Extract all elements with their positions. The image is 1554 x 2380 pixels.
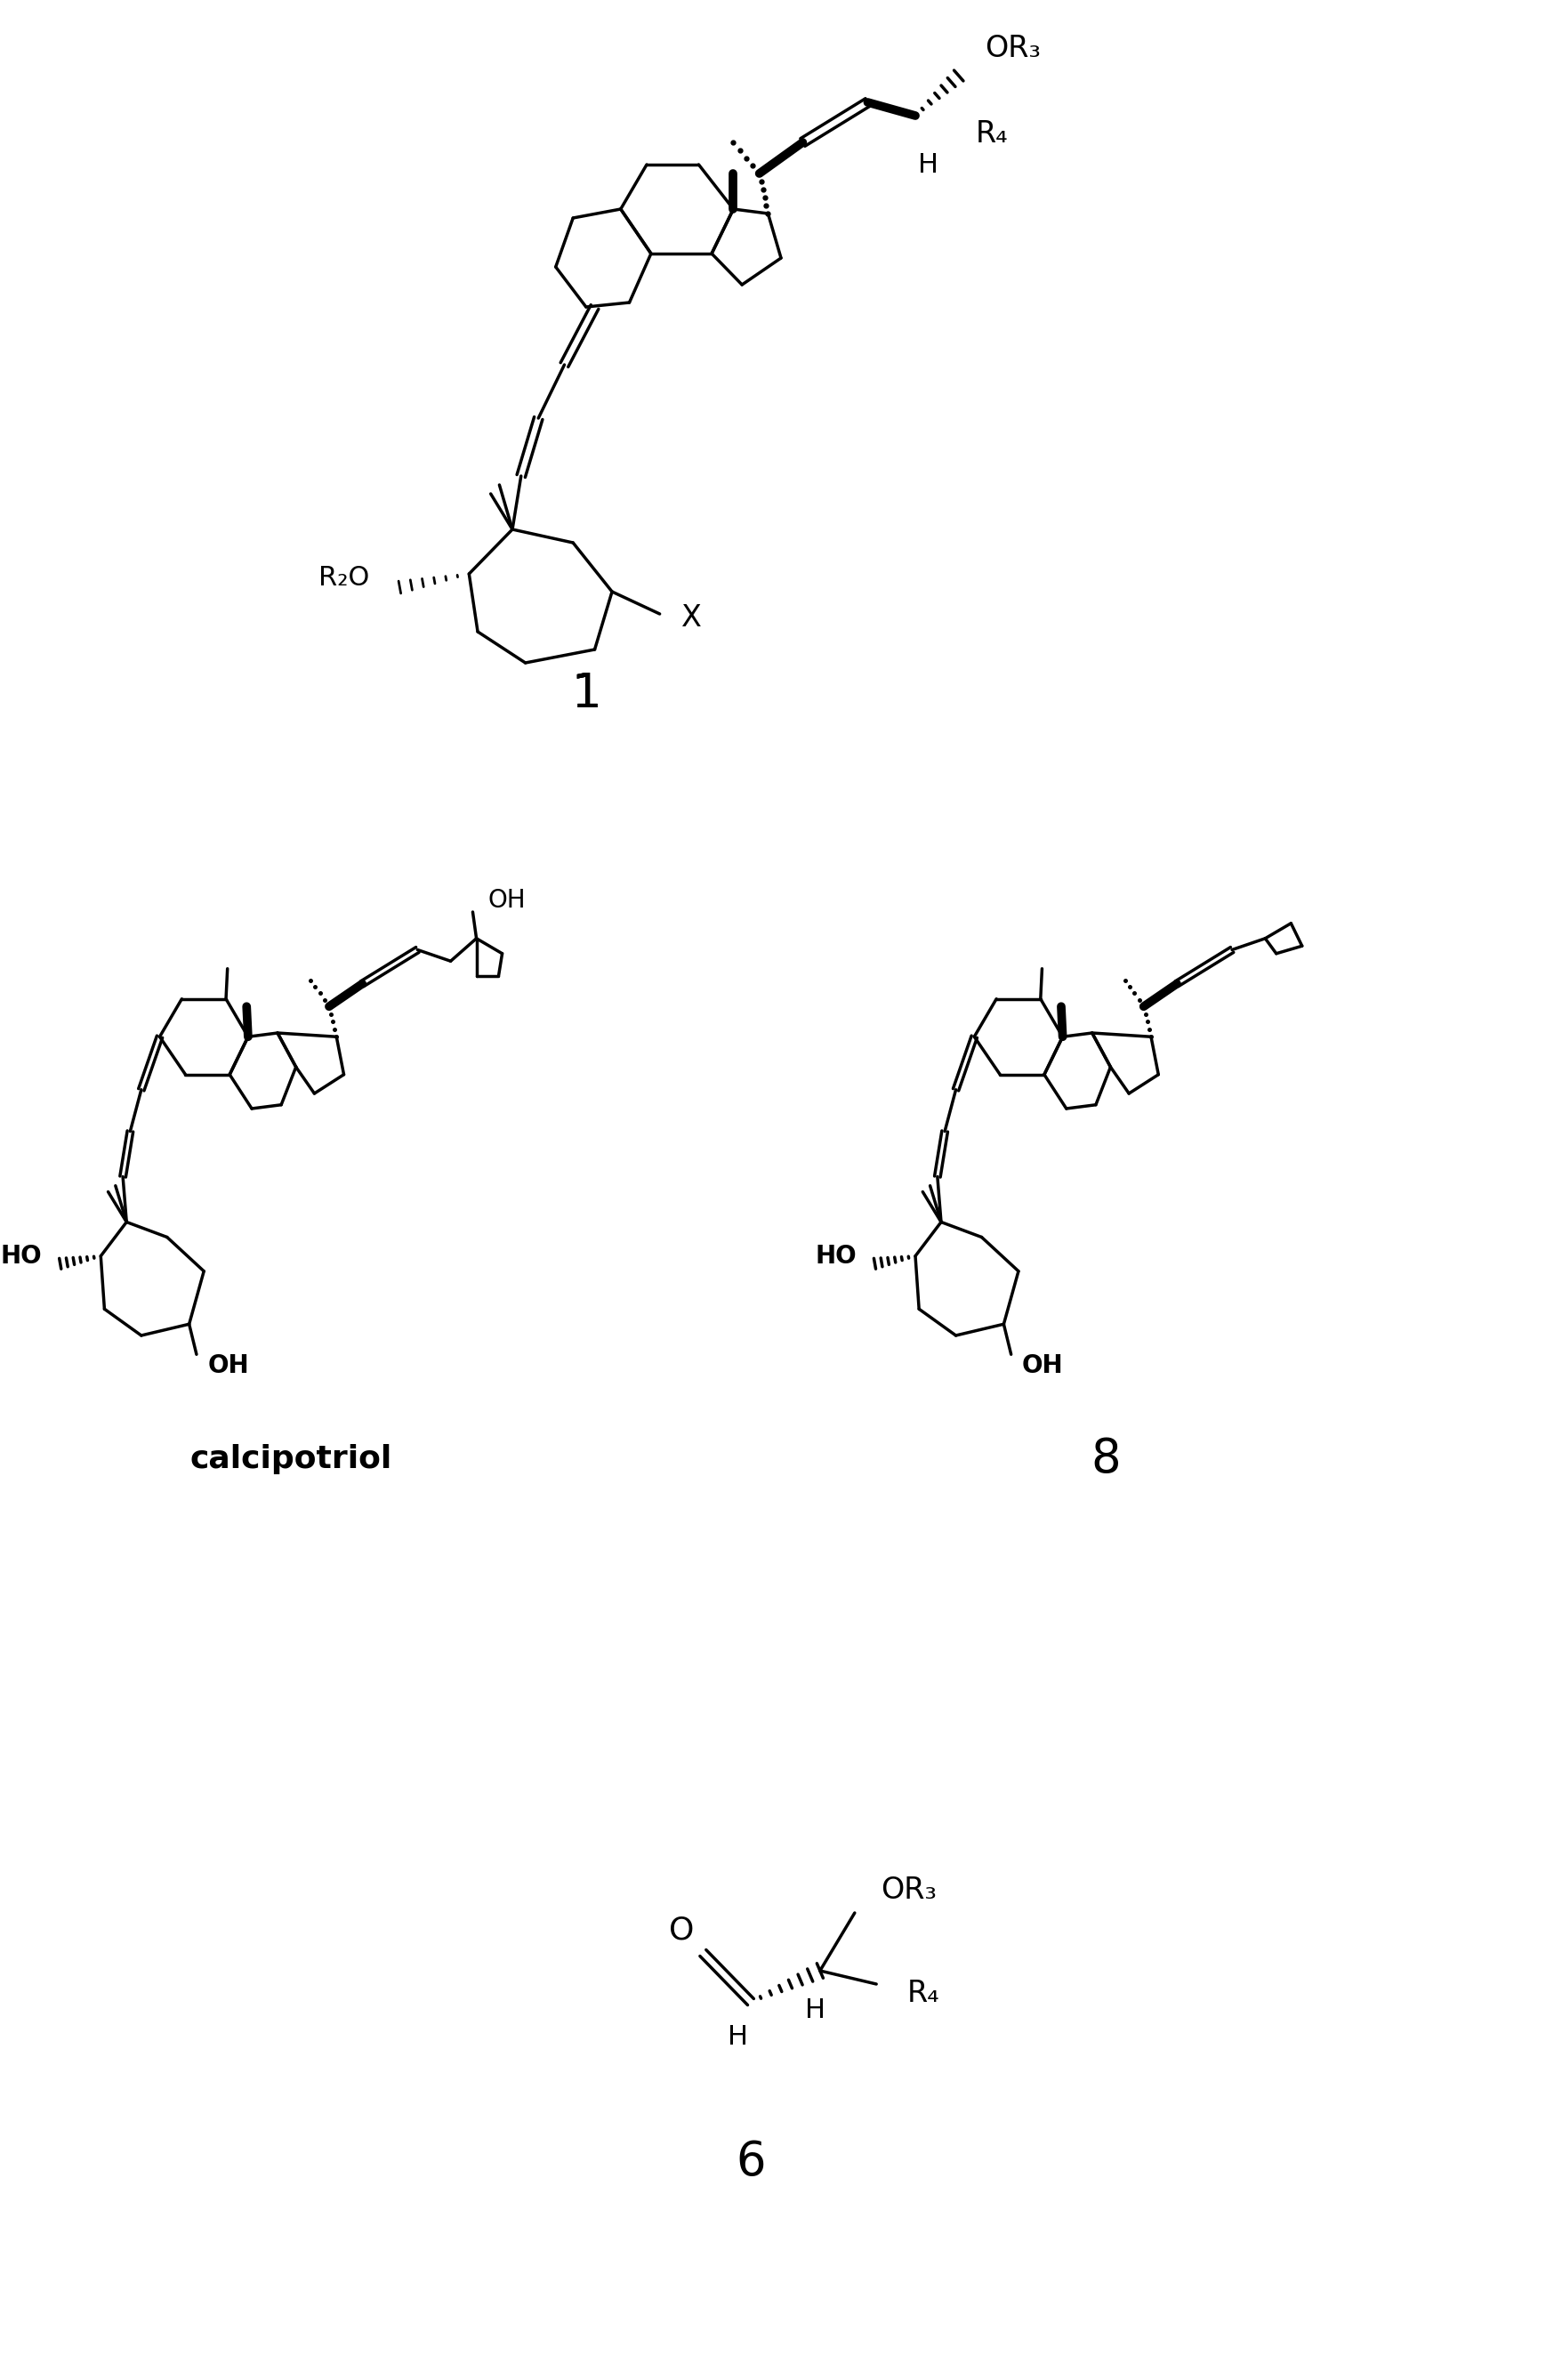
Text: OR₃: OR₃ (881, 1875, 937, 1906)
Text: 1: 1 (572, 671, 601, 716)
Text: calcipotriol: calcipotriol (190, 1445, 393, 1473)
Text: 8: 8 (1091, 1435, 1120, 1483)
Text: R₂O: R₂O (319, 566, 370, 590)
Text: H: H (805, 1997, 825, 2023)
Text: 1: 1 (572, 671, 601, 716)
Text: OH: OH (488, 888, 525, 914)
Text: H: H (918, 152, 939, 178)
Text: OH: OH (208, 1354, 249, 1378)
Text: HO: HO (814, 1245, 856, 1269)
Text: X: X (681, 605, 702, 633)
Text: R₄: R₄ (976, 119, 1009, 148)
Text: 6: 6 (735, 2140, 766, 2185)
Text: H: H (727, 2025, 747, 2049)
Text: O: O (668, 1916, 695, 1947)
Text: 1: 1 (572, 671, 601, 716)
Text: OH: OH (1023, 1354, 1063, 1378)
Text: OR₃: OR₃ (985, 33, 1041, 64)
Text: R₄: R₄ (906, 1978, 939, 2009)
Text: HO: HO (0, 1245, 42, 1269)
